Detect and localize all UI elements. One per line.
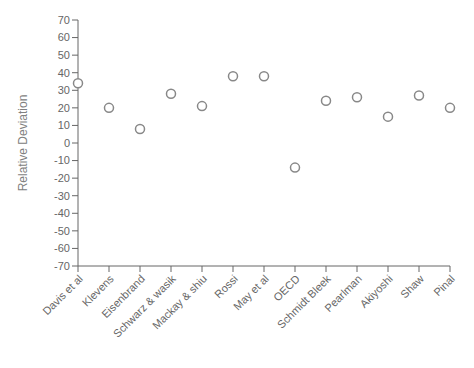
svg-text:30: 30: [58, 84, 70, 96]
svg-text:-10: -10: [54, 154, 70, 166]
svg-text:70: 70: [58, 14, 70, 26]
svg-text:OECD: OECD: [271, 272, 302, 304]
svg-text:60: 60: [58, 31, 70, 43]
svg-text:-60: -60: [54, 242, 70, 254]
svg-text:Klevens: Klevens: [79, 272, 116, 309]
svg-text:Pearlman: Pearlman: [322, 272, 364, 314]
svg-text:Mackay & shiu: Mackay & shiu: [150, 272, 209, 331]
svg-text:Eisenbrand: Eisenbrand: [99, 272, 147, 321]
svg-text:-20: -20: [54, 172, 70, 184]
svg-text:-70: -70: [54, 260, 70, 272]
svg-text:Akiyoshi: Akiyoshi: [357, 272, 394, 309]
svg-text:May et al: May et al: [231, 272, 271, 312]
svg-text:50: 50: [58, 49, 70, 61]
svg-text:-50: -50: [54, 225, 70, 237]
svg-text:Davis et al: Davis et al: [40, 272, 85, 317]
svg-text:-40: -40: [54, 207, 70, 219]
svg-text:Schwarz & wasik: Schwarz & wasik: [110, 272, 178, 340]
svg-text:Schmidt Bleek: Schmidt Bleek: [275, 272, 334, 331]
svg-text:0: 0: [64, 137, 70, 149]
svg-text:-30: -30: [54, 190, 70, 202]
svg-text:10: 10: [58, 119, 70, 131]
svg-text:Shaw: Shaw: [398, 272, 426, 300]
svg-text:Relative Deviation: Relative Deviation: [16, 95, 30, 192]
svg-text:20: 20: [58, 102, 70, 114]
svg-text:Pinal: Pinal: [431, 272, 457, 298]
svg-text:40: 40: [58, 67, 70, 79]
svg-text:Rossi: Rossi: [212, 272, 240, 300]
